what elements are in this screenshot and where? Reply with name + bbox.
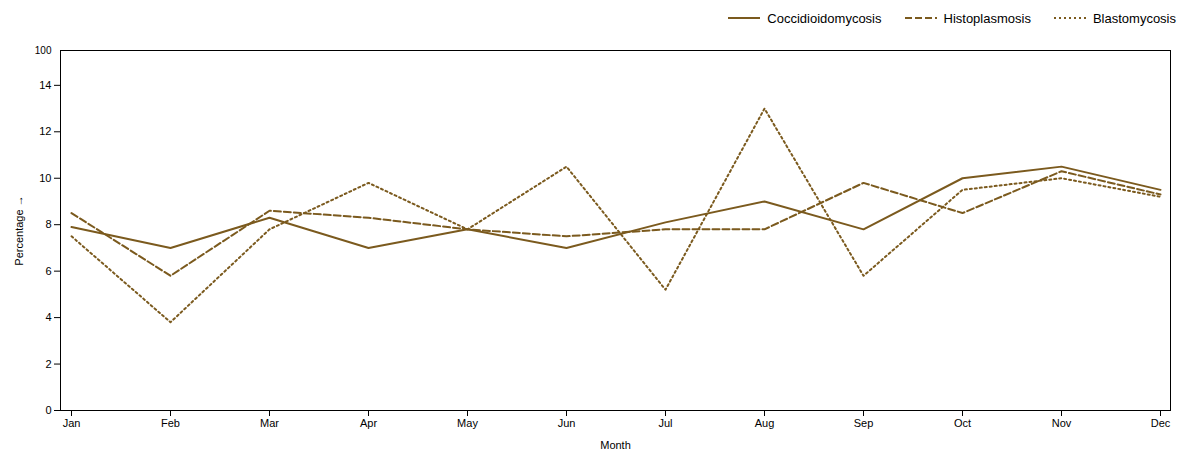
svg-text:2: 2: [45, 358, 51, 370]
svg-text:Nov: Nov: [1052, 417, 1072, 429]
svg-text:Oct: Oct: [954, 417, 971, 429]
svg-text:May: May: [457, 417, 478, 429]
svg-text:14: 14: [39, 79, 51, 91]
svg-text:6: 6: [45, 265, 51, 277]
svg-text:0: 0: [45, 404, 51, 416]
svg-text:Sep: Sep: [854, 417, 874, 429]
html-text:Blastomycosis: Blastomycosis: [1092, 10, 1176, 26]
svg-text:Mar: Mar: [260, 417, 279, 429]
svg-text:10: 10: [39, 172, 51, 184]
svg-text:Jun: Jun: [558, 417, 576, 429]
svg-text:Percentage →: Percentage →: [13, 195, 25, 265]
svg-text:4: 4: [45, 311, 51, 323]
svg-text:Jan: Jan: [63, 417, 81, 429]
svg-text:Apr: Apr: [360, 417, 377, 429]
svg-text:100: 100: [35, 45, 52, 56]
svg-text:Jul: Jul: [658, 417, 672, 429]
svg-text:Aug: Aug: [755, 417, 775, 429]
html-text:Coccidioidomycosis: Coccidioidomycosis: [767, 10, 882, 26]
svg-text:Month: Month: [600, 439, 631, 451]
html-text:Histoplasmosis: Histoplasmosis: [943, 10, 1031, 26]
svg-text:Feb: Feb: [161, 417, 180, 429]
svg-text:8: 8: [45, 218, 51, 230]
svg-text:12: 12: [39, 125, 51, 137]
svg-text:Dec: Dec: [1151, 417, 1171, 429]
